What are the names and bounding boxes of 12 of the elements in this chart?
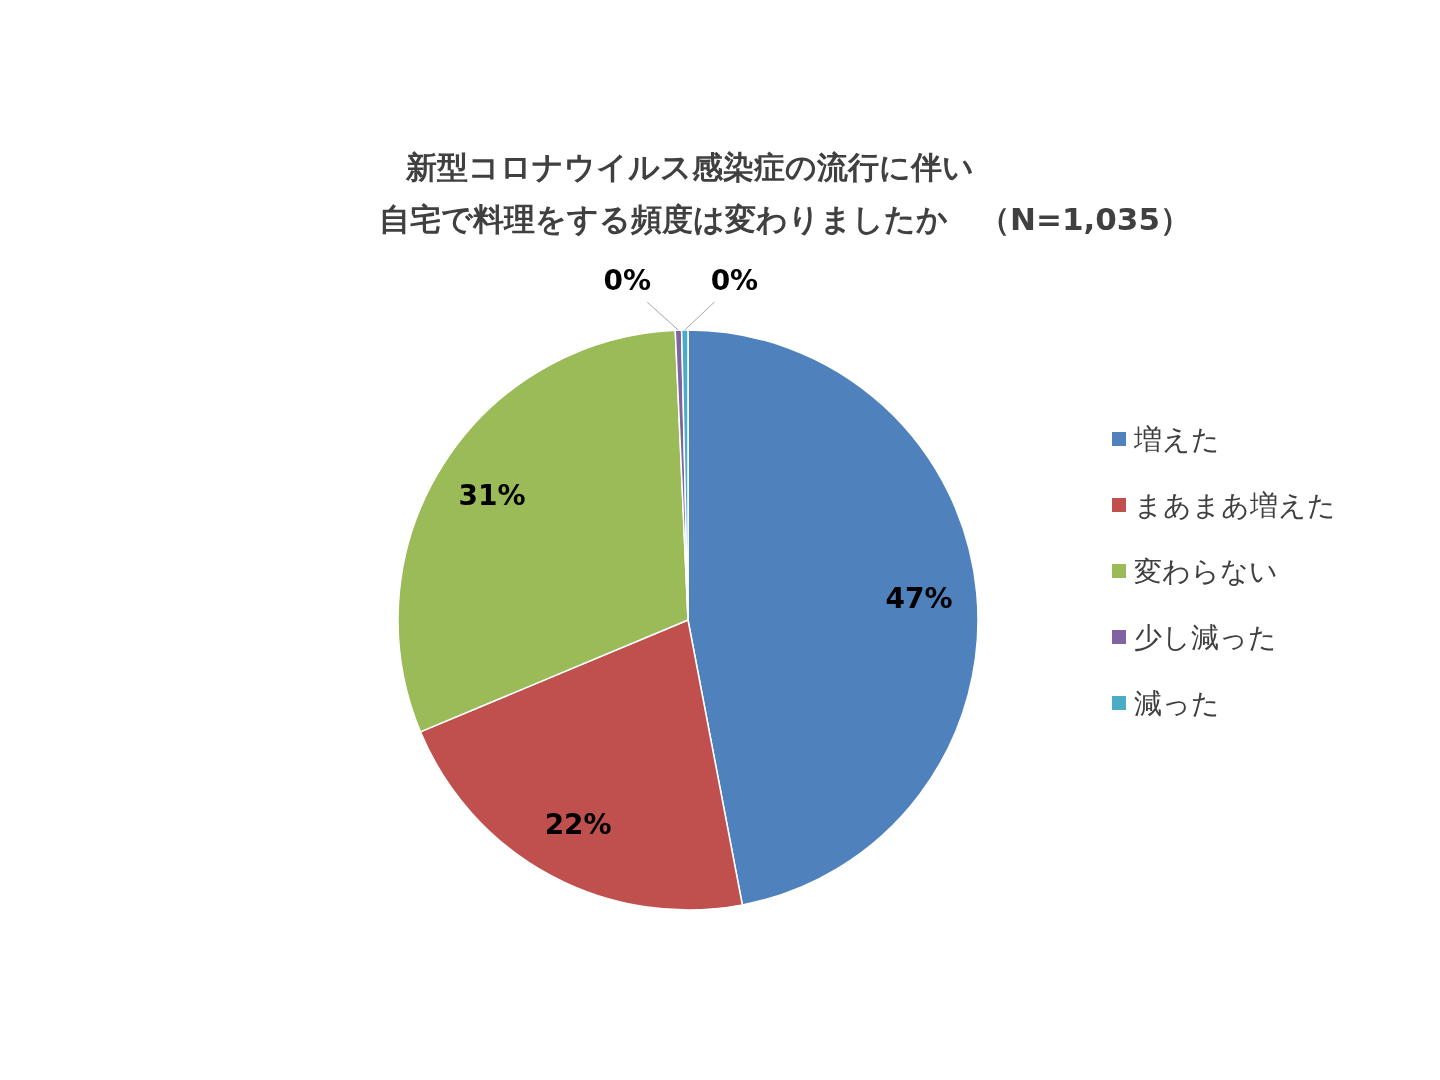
data-label: 0% bbox=[603, 264, 652, 298]
legend-label: 変わらない bbox=[1134, 554, 1278, 588]
data-label: 47% bbox=[885, 581, 953, 615]
data-label: 22% bbox=[544, 807, 612, 841]
data-label: 31% bbox=[458, 479, 526, 513]
legend-label: 増えた bbox=[1133, 422, 1220, 456]
legend-label: まあまあ増えた bbox=[1134, 488, 1336, 522]
chart-title: 新型コロナウイルス感染症の流行に伴い bbox=[405, 149, 974, 185]
legend-label: 少し減った bbox=[1134, 620, 1277, 654]
legend-label: 減った bbox=[1134, 686, 1220, 720]
chart-subtitle: 自宅で料理をする頻度は変わりましたか （N=1,035） bbox=[379, 201, 1191, 237]
data-label: 0% bbox=[710, 264, 759, 298]
